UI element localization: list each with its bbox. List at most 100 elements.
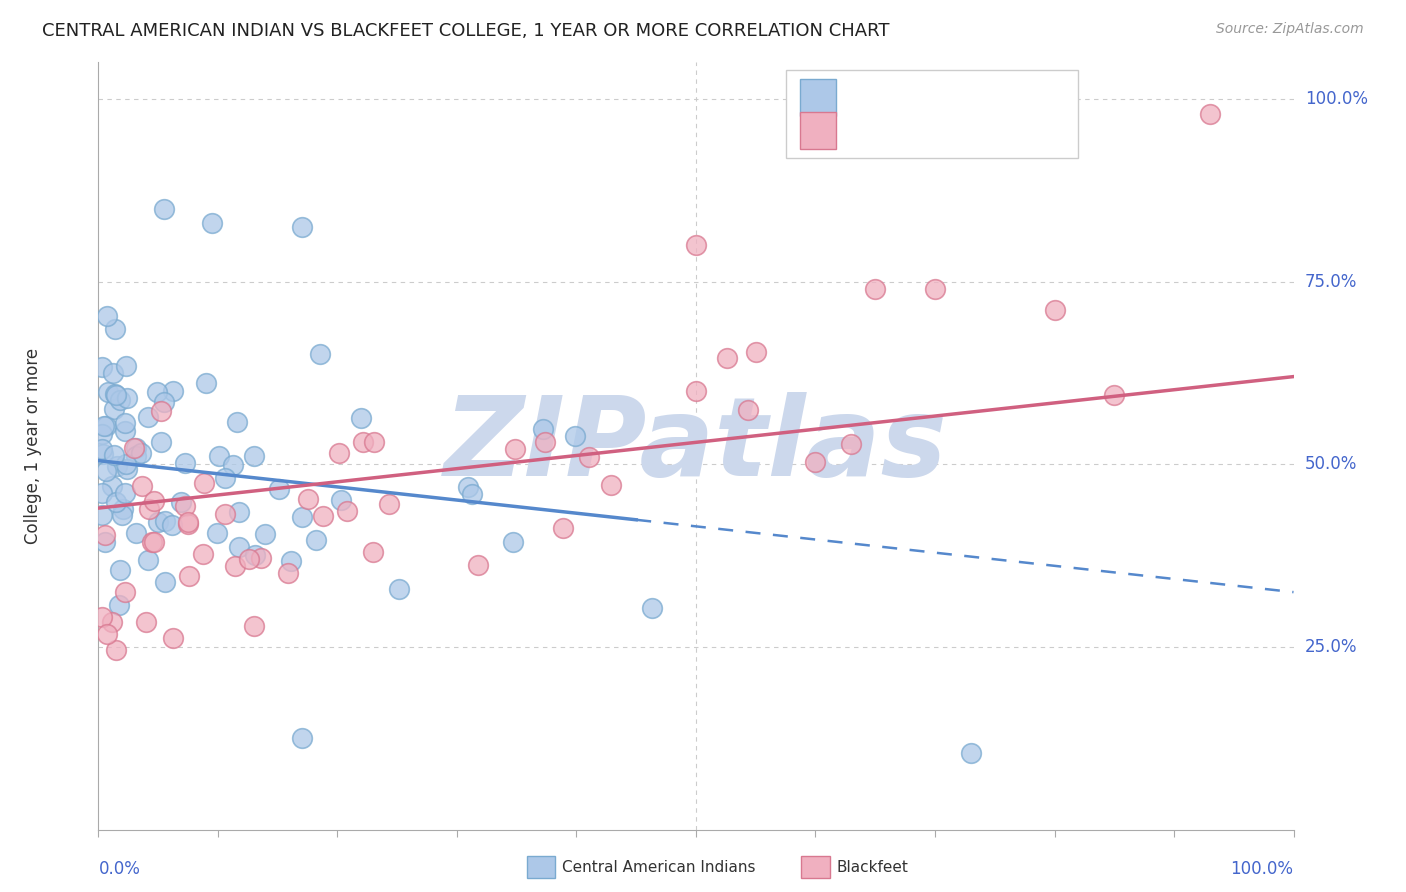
Point — [91, 447, 114, 461]
Point — [297, 492, 319, 507]
Point — [214, 507, 236, 521]
Point — [91, 442, 114, 457]
Point — [122, 441, 145, 455]
Point — [104, 387, 127, 401]
Point — [91, 427, 114, 442]
Point — [533, 435, 555, 450]
Point — [841, 437, 863, 451]
Point — [280, 554, 302, 568]
Text: ZIPatlas: ZIPatlas — [444, 392, 948, 500]
Point — [148, 515, 170, 529]
Point — [745, 345, 768, 359]
Point — [91, 508, 114, 522]
Point — [804, 455, 827, 469]
Point — [467, 558, 489, 572]
Point — [685, 238, 707, 252]
Point — [207, 525, 229, 540]
Point — [170, 495, 193, 509]
Point — [114, 486, 136, 500]
Point — [388, 582, 411, 597]
FancyBboxPatch shape — [786, 70, 1078, 158]
Point — [97, 385, 120, 400]
Text: R =  0.318  N = 53: R = 0.318 N = 53 — [851, 121, 1039, 140]
Point — [291, 731, 314, 746]
Point — [96, 310, 118, 324]
Point — [101, 615, 124, 629]
Point — [155, 575, 177, 590]
Point — [114, 416, 136, 430]
Point — [193, 548, 215, 562]
Point — [228, 540, 250, 554]
Point — [277, 566, 299, 580]
Point — [105, 643, 128, 657]
Point — [207, 449, 229, 463]
Text: 75.0%: 75.0% — [1305, 273, 1357, 291]
Point — [226, 415, 249, 429]
Bar — [800, 79, 835, 116]
Point — [141, 535, 163, 549]
Point — [312, 508, 335, 523]
Point — [174, 456, 197, 470]
Point — [267, 482, 290, 496]
Point — [551, 521, 574, 535]
Point — [91, 610, 114, 624]
Text: Central American Indians: Central American Indians — [562, 860, 756, 874]
Point — [457, 480, 479, 494]
Point — [103, 449, 125, 463]
Point — [253, 527, 276, 541]
Point — [291, 219, 314, 234]
Point — [737, 402, 759, 417]
Point — [243, 549, 266, 563]
Point — [228, 505, 250, 519]
Point — [103, 402, 125, 417]
Point — [195, 376, 218, 391]
Point — [149, 435, 172, 450]
Point — [160, 517, 183, 532]
Point — [149, 404, 172, 418]
Point — [222, 458, 245, 472]
Point — [353, 434, 375, 449]
Point — [214, 471, 236, 485]
Point — [1043, 303, 1066, 318]
Point — [115, 462, 138, 476]
Point — [461, 486, 484, 500]
Point — [115, 457, 138, 471]
Point — [96, 464, 118, 478]
Point — [502, 535, 524, 549]
Point — [129, 446, 152, 460]
Point — [865, 282, 887, 296]
Point — [328, 446, 350, 460]
Point — [173, 499, 195, 513]
Point — [363, 435, 385, 450]
Point — [350, 411, 373, 425]
Point — [243, 619, 266, 633]
Point — [114, 584, 136, 599]
Point — [503, 442, 526, 456]
Point — [177, 516, 200, 531]
Point — [94, 534, 117, 549]
Point — [336, 504, 359, 518]
Point — [201, 216, 224, 230]
Point — [599, 478, 621, 492]
Text: College, 1 year or more: College, 1 year or more — [24, 348, 42, 544]
Point — [136, 553, 159, 567]
Point — [146, 385, 169, 400]
Point — [716, 351, 738, 365]
Point — [125, 450, 148, 464]
Point — [96, 626, 118, 640]
Point — [108, 598, 131, 612]
Point — [308, 347, 330, 361]
Point — [329, 493, 352, 508]
Point — [153, 394, 176, 409]
Point — [94, 528, 117, 542]
Point — [125, 526, 148, 541]
Text: 100.0%: 100.0% — [1230, 860, 1294, 878]
Point — [250, 551, 273, 566]
Point — [105, 494, 128, 508]
Point — [124, 441, 146, 455]
Point — [100, 478, 122, 492]
Point — [377, 497, 399, 511]
Point — [363, 545, 385, 559]
Point — [162, 631, 184, 645]
Point — [105, 388, 128, 402]
